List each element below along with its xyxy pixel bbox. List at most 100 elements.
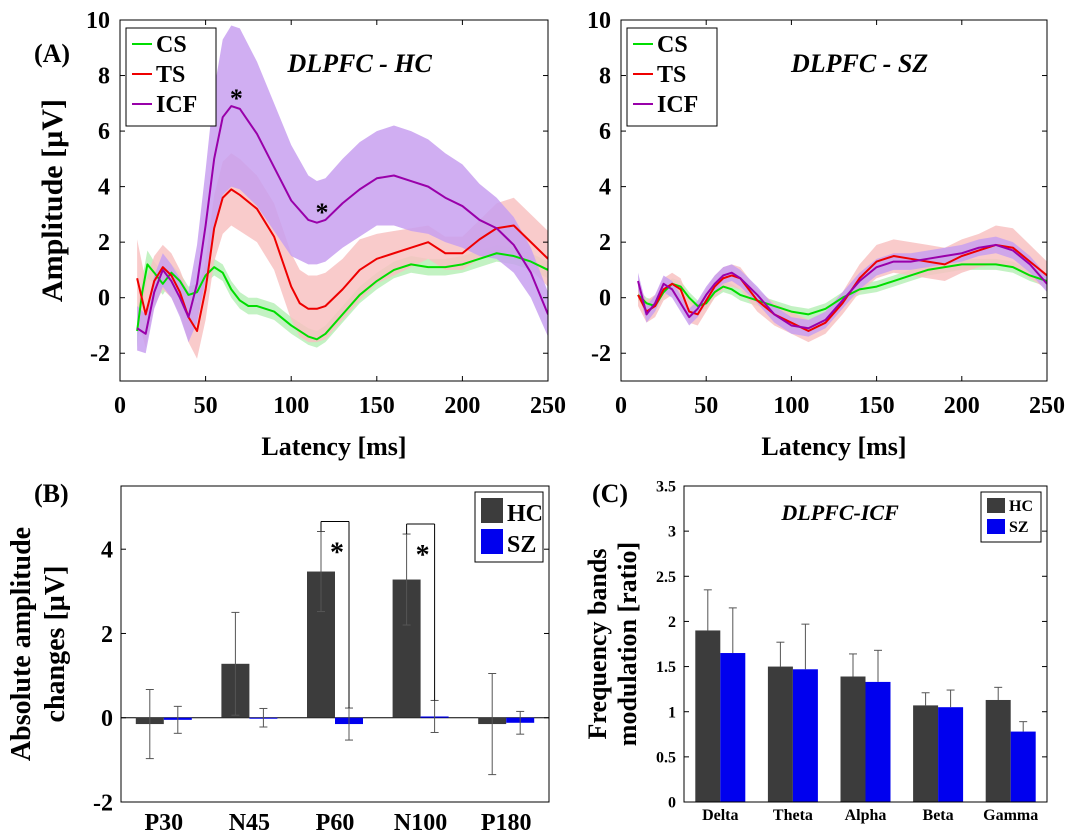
panel-label-c: (C) — [592, 479, 628, 508]
chart-frequency-bands: Delta Theta Alpha Beta Gamma 0 0.5 1 1.5 2 2.5 3 3.5… — [583, 479, 1048, 824]
category-label-p60: P60 — [316, 810, 355, 832]
y-tick-label: 2 — [599, 230, 611, 256]
y-tick-label: 2.5 — [656, 569, 676, 586]
y-tick-label: 2 — [101, 622, 113, 648]
legend-label-sz: SZ — [507, 532, 536, 558]
bar-sz-gamma — [1010, 731, 1036, 802]
y-tick-label: 6 — [98, 119, 110, 145]
significance-bracket-n100: * — [406, 523, 436, 701]
band-icf — [137, 25, 548, 354]
panel-label-b: (B) — [34, 479, 69, 508]
x-axis-label: Latency [ms] — [761, 432, 906, 461]
x-tick-label: 200 — [444, 393, 480, 419]
line-icf — [637, 243, 1047, 330]
axes-frame — [683, 485, 1048, 803]
x-tick-label: 50 — [194, 393, 218, 419]
x-tick-label: 200 — [944, 393, 980, 419]
bar-hc-gamma — [985, 699, 1011, 802]
x-tick-label: 150 — [859, 393, 895, 419]
legend-swatch-sz — [481, 529, 503, 554]
band-ts — [137, 153, 548, 359]
category-label-theta: Theta — [773, 807, 813, 824]
x-tick-label: 0 — [615, 393, 627, 419]
band-cs — [137, 244, 548, 348]
category-label-p180: P180 — [481, 810, 532, 832]
y-tick-label: 8 — [98, 64, 110, 90]
y-tick-label: 3 — [668, 524, 676, 541]
category-label-n100: N100 — [394, 810, 447, 832]
legend-label-hc: HC — [507, 501, 543, 527]
category-label-p30: P30 — [144, 810, 183, 832]
legend-swatch-hc — [987, 498, 1005, 513]
legend-label-sz: SZ — [1009, 519, 1029, 536]
plot-series — [637, 225, 1047, 343]
legend-label-icf: ICF — [156, 92, 197, 118]
y-tick-label: 1.5 — [656, 659, 676, 676]
category-label-gamma: Gamma — [983, 807, 1038, 824]
legend-label-cs: CS — [657, 32, 688, 58]
x-tick-label: 100 — [773, 393, 809, 419]
legend-label-ts: TS — [156, 62, 185, 88]
x-tick-label: 250 — [1029, 393, 1065, 419]
bar-hc-delta — [695, 630, 721, 802]
chart-title: DLPFC-ICF — [780, 500, 899, 525]
legend-swatch-hc — [481, 498, 503, 523]
axes-frame — [620, 19, 1048, 382]
y-tick-label: 0.5 — [656, 749, 676, 766]
chart-absolute-amplitude: P30 N45 P60 N100 P180 -2 0 2 4 Absolute amplitude… — [6, 485, 550, 832]
significance-star: * — [330, 538, 344, 569]
chart-title: DLPFC - HC — [286, 49, 432, 78]
legend-label-ts: TS — [657, 62, 686, 88]
line-ts — [136, 188, 548, 333]
x-tick-label: 250 — [530, 393, 566, 419]
line-ts — [637, 243, 1047, 333]
chart-title: DLPFC - SZ — [790, 49, 928, 78]
y-axis-label-line: Absolute amplitude — [6, 527, 37, 761]
band-icf — [638, 236, 1047, 337]
y-tick-label: 0 — [599, 286, 611, 312]
legend-label-cs: CS — [156, 32, 187, 58]
x-tick-label: 100 — [273, 393, 309, 419]
y-axis-label-line: changes [µV] — [40, 566, 71, 723]
x-tick-label: 50 — [694, 393, 718, 419]
y-tick-label: 4 — [101, 538, 113, 564]
y-tick-label: 0 — [98, 286, 110, 312]
y-tick-label: 3.5 — [656, 479, 676, 496]
y-tick-label: 6 — [599, 119, 611, 145]
category-label-n45: N45 — [229, 810, 270, 832]
panel-label-a: (A) — [34, 39, 70, 68]
bar-hc-theta — [767, 666, 793, 802]
y-tick-label: 4 — [98, 175, 110, 201]
y-tick-label: 2 — [668, 614, 676, 631]
y-tick-label: 2 — [98, 230, 110, 256]
bar-sz-alpha — [865, 681, 891, 802]
line-icf — [136, 105, 548, 335]
line-cs — [136, 252, 548, 341]
bar-sz-delta — [720, 653, 746, 802]
y-tick-label: 0 — [101, 706, 113, 732]
legend-label-hc: HC — [1009, 498, 1033, 515]
bar-hc-beta — [913, 705, 939, 802]
legend-swatch-sz — [987, 519, 1005, 534]
y-tick-label: 1 — [668, 704, 676, 721]
x-tick-label: 150 — [359, 393, 395, 419]
y-axis-label: Amplitude [µV] — [36, 99, 69, 302]
significance-bracket-p60: * — [320, 521, 350, 709]
significance-star: * — [316, 198, 329, 227]
line-cs — [637, 263, 1047, 316]
x-tick-label: 0 — [114, 393, 126, 419]
bar-hc-alpha — [840, 676, 866, 802]
y-axis-label-line: Frequency bands — [583, 549, 612, 740]
legend-label-icf: ICF — [657, 92, 698, 118]
significance-star: * — [416, 540, 430, 571]
category-label-delta: Delta — [702, 807, 738, 824]
significance-star: * — [230, 84, 243, 113]
category-label-beta: Beta — [923, 807, 954, 824]
y-tick-label: -2 — [93, 790, 113, 816]
plot-series — [136, 25, 548, 359]
axes-frame — [119, 19, 549, 382]
y-tick-label: 10 — [587, 8, 611, 34]
